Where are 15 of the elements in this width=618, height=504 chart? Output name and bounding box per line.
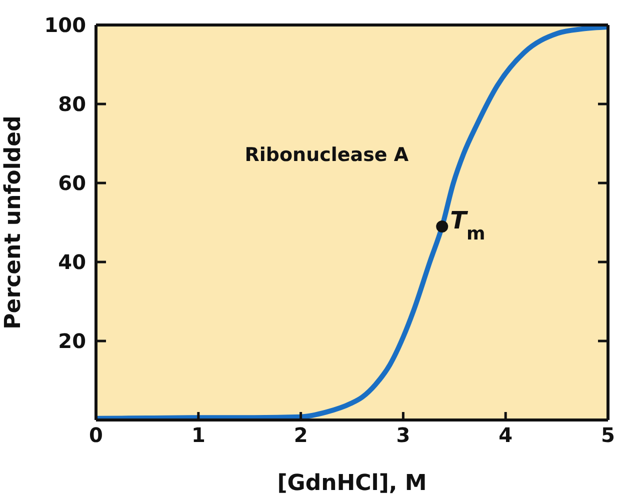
x-tick-label: 5 [601, 423, 615, 447]
x-tick-label: 1 [191, 423, 206, 447]
y-tick-label: 20 [58, 329, 86, 353]
y-axis-title: Percent unfolded [1, 116, 26, 330]
x-tick-label: 0 [89, 423, 103, 447]
y-tick-label: 100 [44, 13, 86, 37]
y-tick-label: 40 [58, 250, 86, 274]
annotation: T$_{m}$ [450, 206, 486, 244]
y-tick-label: 60 [58, 171, 86, 195]
x-tick-label: 2 [294, 423, 308, 447]
x-axis-title: [GdnHCl], M [277, 471, 427, 496]
x-tick-label: 3 [396, 423, 410, 447]
y-tick-label: 80 [58, 92, 86, 116]
text: Ribonuclease A [244, 144, 409, 166]
x-tick-label: 4 [498, 423, 513, 447]
